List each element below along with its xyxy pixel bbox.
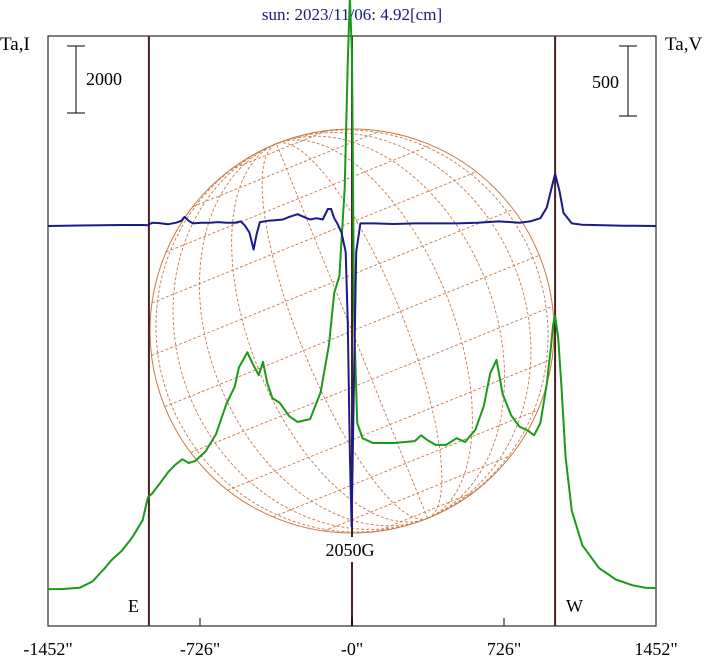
x-tick-label: -1452": [23, 639, 72, 659]
series-layer: [47, 0, 657, 591]
grid-latitude-line: [190, 305, 553, 454]
x-tick-label: -726": [180, 639, 220, 659]
x-tick-label: 726": [487, 639, 521, 659]
grid-latitude-line: [151, 171, 477, 304]
x-axis-ticks: -1452" -726" -0" 726" 1452": [23, 618, 678, 659]
grid-latitude-line: [151, 208, 514, 357]
grid-longitude-line: [276, 132, 532, 519]
right-scale-bar: 500: [592, 45, 637, 117]
grid-longitude-line: [199, 143, 428, 527]
x-tick-label: 1452": [634, 639, 677, 659]
east-label: E: [128, 596, 139, 616]
grid-latitude-line: [165, 144, 431, 253]
grid-longitude-line: [261, 143, 428, 520]
grid-longitude-line: [172, 143, 428, 530]
x-tick-label: -0": [341, 639, 363, 659]
chart-title: sun: 2023/11/06: 4.92[cm]: [262, 5, 442, 24]
grid-longitude-line: [155, 143, 428, 533]
right-scale-bar-label: 500: [592, 72, 619, 92]
left-axis-label: Ta,I: [0, 34, 30, 55]
annotation-label: 2050G: [326, 540, 375, 560]
left-scale-bar: 2000: [67, 45, 122, 114]
series-line-stokes_V: [47, 172, 657, 528]
west-label: W: [566, 596, 583, 616]
grid-longitude-line: [276, 142, 443, 519]
left-scale-bar-label: 2000: [86, 69, 122, 89]
right-axis-label: Ta,V: [665, 34, 702, 55]
series-line-stokes_I: [47, 0, 657, 591]
grid-longitude-line: [276, 129, 549, 519]
grid-longitude-line: [276, 139, 473, 519]
grid-longitude-line: [231, 143, 428, 523]
limb-lines: [147, 36, 557, 626]
grid-latitude-line: [273, 409, 539, 518]
